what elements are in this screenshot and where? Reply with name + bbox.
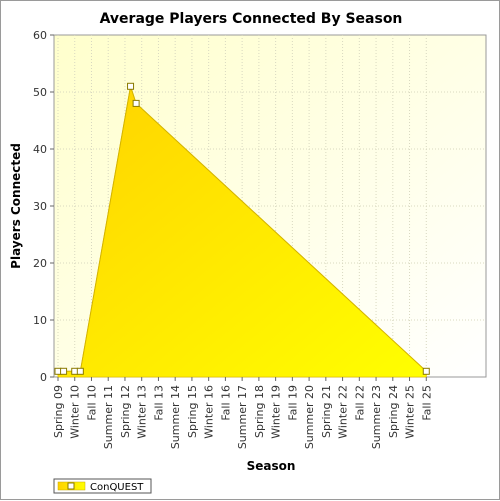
data-point	[422, 367, 430, 375]
y-axis-label: Players Connected	[9, 143, 23, 269]
x-tick-label: Winter 22	[337, 385, 350, 439]
x-tick-label: Summer 11	[102, 385, 115, 449]
legend: ConQUEST	[53, 478, 152, 494]
legend-entry-conquest: ConQUEST	[90, 482, 144, 493]
x-tick-label: Fall 19	[286, 385, 299, 421]
y-tick-label: 10	[33, 314, 47, 327]
x-tick-label: Winter 10	[69, 385, 82, 439]
y-tick-label: 20	[33, 257, 47, 270]
x-tick-label: Summer 20	[303, 385, 316, 449]
x-tick-label: Spring 21	[320, 385, 333, 438]
data-point	[132, 99, 140, 107]
x-tick-label: Fall 13	[152, 385, 165, 421]
x-tick-label: Winter 19	[270, 385, 283, 439]
x-tick-label: Spring 15	[186, 385, 199, 438]
x-tick-label: Fall 16	[219, 385, 232, 421]
x-tick-label: Winter 13	[136, 385, 149, 439]
y-tick-label: 60	[33, 29, 47, 42]
x-tick-label: Summer 14	[169, 385, 182, 449]
data-point	[60, 367, 68, 375]
x-tick-label: Winter 25	[404, 385, 417, 439]
x-tick-label: Fall 22	[353, 385, 366, 421]
x-tick-label: Summer 17	[236, 385, 249, 449]
y-axis: 0 10 20 30 40 50 60	[33, 29, 54, 384]
x-tick-label: Spring 09	[52, 385, 65, 438]
data-point	[76, 367, 84, 375]
x-tick-label: Winter 16	[203, 385, 216, 439]
y-tick-label: 30	[33, 200, 47, 213]
data-point	[127, 82, 135, 90]
x-tick-label: Fall 10	[85, 385, 98, 421]
x-tick-label: Spring 12	[119, 385, 132, 438]
x-axis-label: Season	[247, 459, 296, 473]
y-tick-label: 0	[40, 371, 47, 384]
y-tick-label: 40	[33, 143, 47, 156]
series-area-layer	[54, 82, 430, 378]
chart-title: Average Players Connected By Season	[100, 11, 403, 27]
x-tick-label: Spring 24	[387, 385, 400, 438]
y-tick-label: 50	[33, 86, 47, 99]
x-axis: Spring 09 Winter 10 Fall 10 Summer 11 Spring…	[52, 377, 433, 449]
x-tick-label: Fall 25	[420, 385, 433, 421]
x-tick-label: Spring 18	[253, 385, 266, 438]
x-tick-label: Summer 23	[370, 385, 383, 449]
legend-marker	[67, 482, 75, 490]
